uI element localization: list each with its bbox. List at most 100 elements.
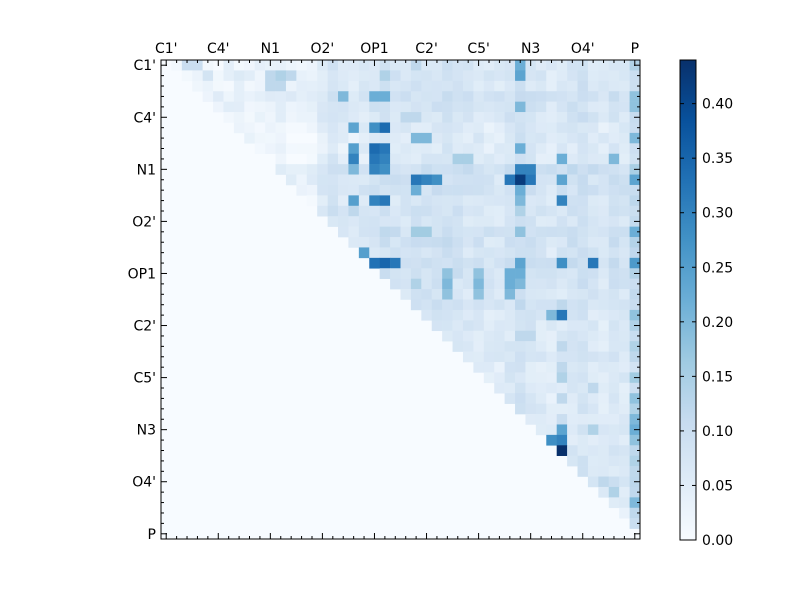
heatmap-cell — [390, 237, 401, 248]
heatmap-cell — [556, 195, 568, 207]
heatmap-cell — [525, 80, 537, 92]
heatmap-cell — [608, 164, 620, 175]
heatmap-cell — [462, 205, 474, 217]
heatmap-cell — [629, 174, 641, 186]
heatmap-cell — [504, 309, 516, 321]
heatmap-cell — [608, 122, 620, 134]
heatmap-cell — [619, 247, 630, 259]
heatmap-cell — [338, 205, 349, 217]
heatmap-cell — [494, 320, 505, 332]
heatmap-cell — [556, 299, 568, 311]
heatmap-cell — [619, 143, 630, 155]
heatmap-cell — [577, 101, 589, 113]
heatmap-cell — [567, 341, 578, 352]
heatmap-cell — [265, 112, 276, 123]
heatmap-cell — [525, 101, 537, 113]
heatmap-cell — [494, 195, 505, 207]
heatmap-cell — [317, 174, 328, 186]
heatmap-cell — [577, 268, 589, 279]
heatmap-cell — [619, 101, 630, 113]
heatmap-cell — [577, 226, 589, 238]
heatmap-cell — [608, 351, 620, 363]
heatmap-cell — [390, 132, 401, 144]
heatmap-cell — [577, 247, 589, 259]
heatmap-cell — [577, 132, 589, 144]
heatmap-cell — [265, 70, 276, 82]
heatmap-cell — [577, 455, 589, 467]
heatmap-cell — [546, 122, 557, 134]
heatmap-cell — [223, 80, 235, 92]
heatmap-cell — [483, 91, 495, 102]
heatmap-cell — [317, 122, 328, 134]
heatmap-cell — [192, 70, 203, 82]
heatmap-cell — [348, 164, 360, 175]
heatmap-cell — [494, 80, 505, 92]
heatmap-cell — [483, 60, 495, 71]
heatmap-cell — [296, 122, 308, 134]
heatmap-cell — [587, 257, 599, 269]
heatmap-cell — [462, 247, 474, 259]
heatmap-cell — [619, 309, 630, 321]
heatmap-cell — [504, 216, 516, 227]
heatmap-cell — [442, 195, 453, 207]
heatmap-cell — [233, 80, 245, 92]
heatmap-cell — [369, 195, 380, 207]
heatmap-cell — [473, 153, 485, 165]
heatmap-cell — [369, 226, 380, 238]
heatmap-cell — [535, 174, 547, 186]
heatmap-cell — [410, 226, 422, 238]
heatmap-cell — [410, 91, 422, 102]
heatmap-cell — [515, 278, 526, 290]
heatmap-cell — [587, 414, 599, 425]
heatmap-cell — [608, 403, 620, 415]
heatmap-cell — [587, 476, 599, 488]
heatmap-cell — [390, 122, 401, 134]
heatmap-cell — [462, 164, 474, 175]
heatmap-cell — [546, 278, 557, 290]
heatmap-cell — [619, 299, 630, 311]
heatmap-cell — [494, 132, 505, 144]
heatmap-cell — [567, 112, 578, 123]
heatmap-cell — [306, 184, 318, 196]
heatmap-cell — [254, 60, 266, 71]
heatmap-cell — [462, 60, 474, 71]
heatmap-cell — [233, 91, 245, 102]
heatmap-cell — [369, 205, 380, 217]
heatmap-cell — [629, 257, 641, 269]
heatmap-cell — [390, 184, 401, 196]
heatmap-cell — [525, 164, 537, 175]
heatmap-cell — [473, 80, 485, 92]
heatmap-cell — [577, 184, 589, 196]
heatmap-cell — [462, 330, 474, 342]
heatmap-cell — [556, 70, 568, 82]
heatmap-cell — [379, 247, 391, 259]
heatmap-cell — [567, 414, 578, 425]
heatmap-cell — [577, 393, 589, 404]
heatmap-cell — [587, 403, 599, 415]
heatmap-cell — [587, 153, 599, 165]
heatmap-cell — [369, 143, 380, 155]
heatmap-cell — [369, 70, 380, 82]
heatmap-cell — [462, 341, 474, 352]
heatmap-cell — [577, 424, 589, 436]
heatmap-cell — [504, 184, 516, 196]
heatmap-cell — [556, 320, 568, 332]
heatmap-cell — [577, 164, 589, 175]
heatmap-cell — [442, 153, 453, 165]
heatmap-cell — [608, 278, 620, 290]
heatmap-cell — [525, 351, 537, 363]
heatmap-cell — [473, 226, 485, 238]
heatmap-cell — [577, 91, 589, 102]
heatmap-cell — [608, 330, 620, 342]
heatmap-cell — [462, 153, 474, 165]
heatmap-cell — [410, 153, 422, 165]
heatmap-cell — [379, 143, 391, 155]
heatmap-cell — [379, 91, 391, 102]
heatmap-cell — [546, 351, 557, 363]
heatmap-cell — [223, 70, 235, 82]
heatmap-cell — [556, 341, 568, 352]
heatmap-cell — [358, 205, 370, 217]
heatmap-cell — [421, 257, 433, 269]
heatmap-cell — [608, 361, 620, 373]
